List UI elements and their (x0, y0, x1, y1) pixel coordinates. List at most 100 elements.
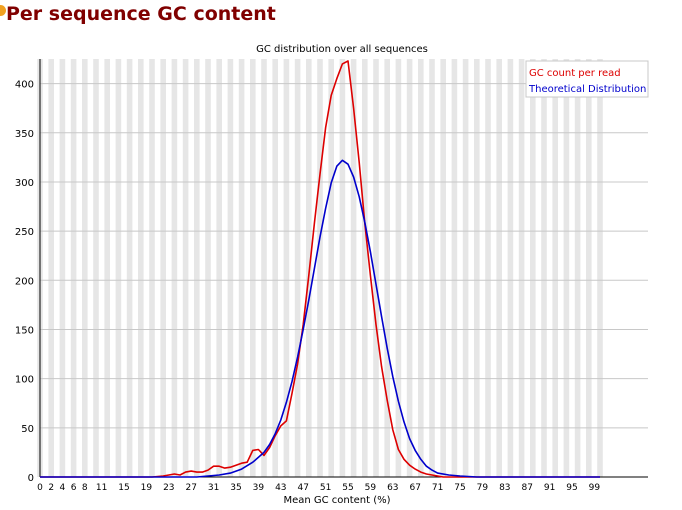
band (126, 59, 133, 477)
x-tick-label: 83 (499, 483, 510, 493)
x-tick-label: 51 (320, 483, 331, 493)
band (171, 59, 178, 477)
band (406, 59, 413, 477)
x-tick-label: 39 (253, 483, 265, 493)
x-tick-label: 79 (477, 483, 489, 493)
x-tick-label: 71 (432, 483, 443, 493)
x-tick-label: 67 (409, 483, 420, 493)
band (485, 59, 491, 477)
band (451, 59, 458, 477)
band (507, 59, 514, 477)
band (317, 59, 323, 477)
x-tick-label: 23 (163, 483, 174, 493)
band (373, 59, 379, 477)
y-tick-label: 150 (15, 325, 34, 336)
band (518, 59, 525, 477)
x-tick-label: 43 (275, 483, 286, 493)
band (160, 59, 166, 477)
band (339, 59, 346, 477)
band (552, 59, 558, 477)
x-tick-label: 0 (37, 483, 43, 493)
band (350, 59, 357, 477)
x-tick-label: 55 (342, 483, 353, 493)
x-tick-labels: 0 2 4 6 8 11 15 19 23 27 31 35 39 43 47 51 55 59 63 67 71 75 7… (37, 483, 600, 493)
y-tick-label: 50 (21, 424, 34, 435)
series-line (40, 159, 600, 478)
legend: GC count per read Theoretical Distributio… (525, 60, 649, 98)
report-header: Per sequence GC content (0, 0, 682, 36)
band (530, 59, 536, 477)
band (440, 59, 446, 477)
band (70, 59, 77, 477)
x-tick-label: 31 (208, 483, 219, 493)
band (149, 59, 155, 477)
band (194, 59, 200, 477)
band (283, 59, 290, 477)
band (294, 59, 301, 477)
legend-entry: Theoretical Distribution (528, 84, 646, 95)
y-tick-label: 100 (15, 375, 34, 386)
band (104, 59, 110, 477)
y-tick-label: 350 (15, 129, 34, 140)
band (362, 59, 368, 477)
x-tick-label: 27 (185, 483, 196, 493)
y-tick-label: 400 (15, 80, 34, 91)
band (272, 59, 278, 477)
band (238, 59, 245, 477)
band (474, 59, 480, 477)
band (429, 59, 435, 477)
legend-box (525, 60, 649, 98)
x-tick-label: 63 (387, 483, 398, 493)
band (261, 59, 267, 477)
band (597, 59, 603, 477)
band (205, 59, 211, 477)
band (82, 59, 88, 477)
band (115, 59, 122, 477)
x-tick-label: 8 (82, 483, 88, 493)
band (541, 59, 547, 477)
band (574, 59, 581, 477)
y-tick-label: 0 (28, 473, 34, 484)
x-tick-label: 15 (118, 483, 129, 493)
band (496, 59, 502, 477)
x-tick-label: 4 (60, 483, 66, 493)
y-tick-label: 300 (15, 178, 34, 189)
band (395, 59, 402, 477)
page-title: Per sequence GC content (6, 3, 276, 25)
x-tick-label: 91 (544, 483, 555, 493)
status-badge-icon (0, 5, 6, 16)
x-tick-label: 11 (96, 483, 107, 493)
x-tick-label: 59 (365, 483, 377, 493)
y-tick-label: 250 (15, 227, 34, 238)
x-tick-label: 2 (48, 483, 54, 493)
x-tick-label: 95 (566, 483, 577, 493)
y-tick-labels: 0 50 100 150 200 250 300 350 400 (15, 80, 34, 484)
band (328, 59, 334, 477)
band (462, 59, 469, 477)
y-tick-label: 200 (15, 276, 34, 287)
band (182, 59, 189, 477)
x-tick-label: 6 (71, 483, 77, 493)
chart-title: GC distribution over all sequences (256, 44, 428, 55)
x-tick-label: 75 (454, 483, 465, 493)
band (586, 59, 592, 477)
band (48, 59, 54, 477)
band (59, 59, 66, 477)
band (384, 59, 390, 477)
x-tick-label: 99 (589, 483, 601, 493)
band (138, 59, 144, 477)
band (250, 59, 256, 477)
x-tick-label: 35 (230, 483, 241, 493)
x-tick-label: 47 (297, 483, 308, 493)
alternating-bands (37, 59, 603, 477)
band (227, 59, 234, 477)
band (93, 59, 99, 477)
band (563, 59, 570, 477)
band (418, 59, 424, 477)
x-axis-label: Mean GC content (%) (283, 495, 390, 506)
legend-entry: GC count per read (529, 68, 621, 79)
x-tick-label: 19 (141, 483, 153, 493)
band (216, 59, 222, 477)
x-tick-label: 87 (521, 483, 532, 493)
